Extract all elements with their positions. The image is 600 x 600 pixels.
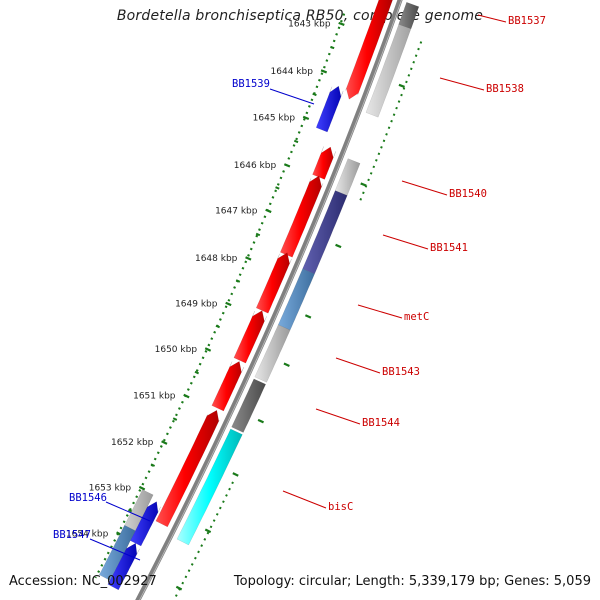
gene-features (98, 0, 423, 600)
gene-label-bb1541[interactable]: BB1541 (430, 242, 468, 254)
label-leader-line (382, 234, 429, 250)
ruler-tick (265, 208, 272, 214)
label-leader-line (105, 501, 151, 522)
ruler-tick-label: 1645 kbp (253, 114, 296, 124)
ruler-tick (204, 347, 212, 352)
label-leader-line (269, 88, 315, 105)
gene-bb1544[interactable] (211, 361, 245, 412)
accession-text: Accession: NC_002927 (9, 574, 157, 589)
gene-label-bb1543[interactable]: BB1543 (382, 366, 420, 378)
label-leader-line (439, 77, 485, 91)
track-bb1538[interactable] (365, 9, 417, 118)
label-leader-line (477, 14, 507, 23)
ruler-tick-label: 1646 kbp (234, 161, 277, 171)
label-leader-line (335, 357, 381, 374)
ruler-tick-label: 1651 kbp (133, 392, 176, 402)
track-bb1547[interactable] (98, 524, 136, 581)
gene-bisc[interactable] (155, 409, 220, 528)
ruler-tick (245, 256, 252, 261)
ruler-tick (138, 485, 146, 491)
ruler-tick (283, 163, 291, 168)
track-bb1544[interactable] (231, 378, 267, 433)
gene-label-metc[interactable]: metC (404, 311, 429, 323)
ruler-tick-label: 1649 kbp (175, 300, 218, 310)
label-leader-line (357, 304, 403, 319)
gene-label-bisc[interactable]: bisC (328, 501, 353, 513)
ruler-tick-label: 1647 kbp (215, 207, 258, 217)
gene-label-bb1539[interactable]: BB1539 (232, 78, 270, 90)
gene-metc[interactable] (255, 252, 292, 314)
label-leader-line (282, 490, 327, 509)
genome-backbone (135, 0, 403, 600)
ruler-tick-label: 1652 kbp (111, 438, 154, 448)
label-leader-line (315, 408, 361, 425)
ruler-arc (94, 13, 346, 579)
gene-label-bb1546[interactable]: BB1546 (69, 492, 107, 504)
label-leader-line (89, 538, 141, 561)
track-bb1537[interactable] (398, 1, 420, 30)
ruler-tick-label: 1648 kbp (195, 254, 238, 264)
ruler-tick (320, 69, 328, 74)
track-bb1543[interactable] (254, 324, 291, 383)
kbp-ruler: 1643 kbp 1644 kbp 1645 kbp 1646 kbp 1647 kbp… (66, 13, 346, 579)
gene-label-bb1544[interactable]: BB1544 (362, 417, 400, 429)
ruler-tick-label: 1643 kbp (288, 20, 331, 30)
ruler-tick (161, 440, 168, 445)
gene-label-bb1538[interactable]: BB1538 (486, 83, 524, 95)
gene-label-bb1547[interactable]: BB1547 (53, 529, 91, 541)
ruler-tick (338, 21, 345, 26)
ruler-tick-label: 1654 kbp (66, 529, 109, 539)
ruler-tick-label: 1650 kbp (155, 345, 198, 355)
gene-labels: BB1537 BB1538 BB1539 BB1540 BB1541 metC BB1543… (53, 14, 546, 561)
ruler-tick (225, 301, 232, 307)
track-bisc[interactable] (176, 428, 243, 546)
gene-label-bb1537[interactable]: BB1537 (508, 15, 546, 27)
gene-bb1543[interactable] (233, 310, 267, 364)
ruler-tick (302, 115, 310, 121)
gene-label-bb1540[interactable]: BB1540 (449, 188, 487, 200)
ruler-tick-label: 1644 kbp (271, 67, 314, 77)
backbone-band (135, 0, 403, 600)
gene-bb1539[interactable] (315, 85, 344, 133)
ruler-tick (183, 393, 190, 399)
gene-bb1537[interactable] (345, 0, 393, 100)
ruler-tick-label: 1653 kbp (89, 484, 132, 494)
topology-text: Topology: circular; Length: 5,339,179 bp… (233, 574, 591, 589)
label-leader-line (401, 180, 448, 196)
